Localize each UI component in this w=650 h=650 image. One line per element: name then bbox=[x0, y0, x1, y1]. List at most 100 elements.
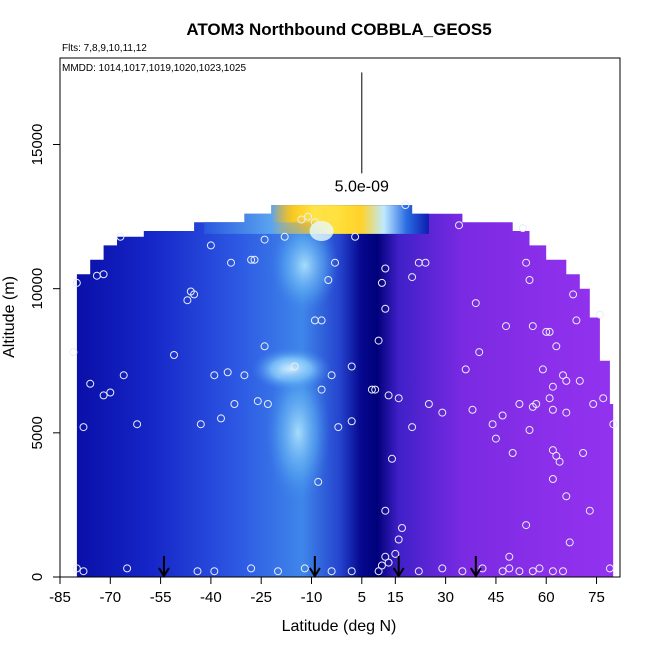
sample-point bbox=[562, 408, 571, 417]
sample-point bbox=[367, 385, 376, 394]
sample-point bbox=[223, 368, 232, 377]
x-tick-label: -25 bbox=[250, 589, 272, 606]
sample-point bbox=[562, 492, 571, 501]
sample-point bbox=[609, 420, 618, 429]
sample-point bbox=[515, 400, 524, 408]
sample-point bbox=[455, 221, 463, 230]
sample-point bbox=[260, 342, 269, 351]
sample-point bbox=[388, 454, 396, 463]
x-tick-label: -70 bbox=[99, 589, 121, 606]
sample-point bbox=[555, 457, 564, 466]
sample-point bbox=[381, 264, 390, 273]
sample-point bbox=[183, 296, 192, 305]
sample-point bbox=[528, 322, 537, 331]
sample-point bbox=[72, 564, 81, 573]
sample-point bbox=[79, 423, 88, 432]
sample-point bbox=[518, 224, 527, 233]
x-tick-label: 30 bbox=[437, 589, 454, 606]
sample-point bbox=[552, 342, 561, 351]
takeoff-arrow-head bbox=[158, 567, 170, 578]
sample-point bbox=[324, 276, 333, 284]
sample-point bbox=[468, 405, 477, 414]
sample-point bbox=[217, 414, 225, 423]
sample-point bbox=[515, 567, 524, 576]
sample-point bbox=[210, 371, 219, 380]
sample-point bbox=[69, 348, 78, 357]
takeoff-arrow-head bbox=[392, 567, 405, 578]
concentration-curtain bbox=[76, 191, 614, 577]
sample-point bbox=[421, 258, 430, 267]
sample-point bbox=[377, 561, 386, 570]
sample-point bbox=[250, 255, 259, 264]
sample-point bbox=[542, 327, 551, 336]
sample-point bbox=[374, 336, 383, 345]
sample-point bbox=[247, 564, 256, 573]
y-axis: 0 5000 10000 15000 bbox=[29, 124, 60, 581]
sample-point bbox=[347, 362, 356, 371]
sample-point bbox=[478, 564, 487, 573]
sample-point bbox=[424, 400, 433, 408]
sample-point bbox=[381, 506, 390, 515]
sample-point bbox=[377, 278, 386, 287]
sample-point bbox=[575, 376, 584, 385]
sample-point bbox=[227, 258, 235, 267]
max-cell bbox=[310, 191, 318, 205]
sample-point bbox=[99, 391, 108, 400]
sample-point bbox=[545, 394, 554, 403]
x-tick-label: -85 bbox=[49, 589, 71, 606]
sample-point bbox=[408, 273, 417, 282]
sample-point bbox=[86, 379, 95, 388]
sample-point bbox=[331, 258, 339, 267]
sample-point bbox=[327, 371, 336, 380]
sample-point bbox=[565, 538, 574, 547]
sample-point bbox=[572, 316, 581, 325]
sample-point bbox=[371, 385, 380, 394]
sample-point bbox=[522, 258, 531, 267]
takeoff-arrows bbox=[158, 556, 482, 578]
sample-point bbox=[347, 567, 356, 576]
sample-point bbox=[522, 521, 531, 530]
sample-point bbox=[230, 400, 239, 408]
sample-point bbox=[347, 417, 356, 426]
sample-point bbox=[559, 567, 567, 576]
x-axis-label: Latitude (deg N) bbox=[282, 618, 397, 635]
y-tick-label: 0 bbox=[29, 573, 46, 581]
x-tick-label: 75 bbox=[588, 589, 605, 606]
sample-point bbox=[186, 287, 195, 296]
sample-point bbox=[599, 394, 608, 403]
sample-point bbox=[247, 255, 256, 264]
sample-point bbox=[458, 567, 467, 576]
sample-point bbox=[300, 564, 309, 573]
x-tick-label: 45 bbox=[488, 589, 505, 606]
sample-point bbox=[488, 420, 497, 429]
sample-point bbox=[210, 567, 219, 576]
sample-point bbox=[548, 382, 557, 391]
sample-point bbox=[502, 322, 510, 331]
sample-point bbox=[545, 327, 554, 336]
chart-title: ATOM3 Northbound COBBLA_GEOS5 bbox=[186, 20, 491, 39]
sample-point bbox=[123, 564, 132, 573]
sample-point bbox=[394, 394, 403, 403]
x-tick-label: -55 bbox=[150, 589, 172, 606]
sample-point bbox=[548, 446, 557, 455]
scale-bar-label: 5.0e-09 bbox=[335, 178, 389, 195]
plume-lower bbox=[266, 362, 331, 503]
y-axis-label: Altitude (m) bbox=[1, 276, 18, 358]
sample-point bbox=[498, 567, 507, 576]
sample-point bbox=[552, 451, 561, 460]
x-tick-label: 60 bbox=[538, 589, 555, 606]
y-tick-label: 5000 bbox=[29, 416, 46, 449]
sample-points bbox=[69, 201, 618, 576]
sample-point bbox=[260, 235, 269, 244]
dates-label: MMDD: 1014,1017,1019,1020,1023,1025 bbox=[62, 63, 246, 74]
sample-point bbox=[394, 535, 403, 544]
sample-point bbox=[579, 449, 588, 457]
sample-point bbox=[471, 299, 480, 308]
sample-point bbox=[133, 420, 142, 429]
sample-point bbox=[508, 449, 517, 457]
sample-point bbox=[475, 348, 484, 357]
sample-point bbox=[206, 241, 215, 250]
sample-point bbox=[99, 270, 108, 279]
sample-point bbox=[351, 232, 360, 241]
